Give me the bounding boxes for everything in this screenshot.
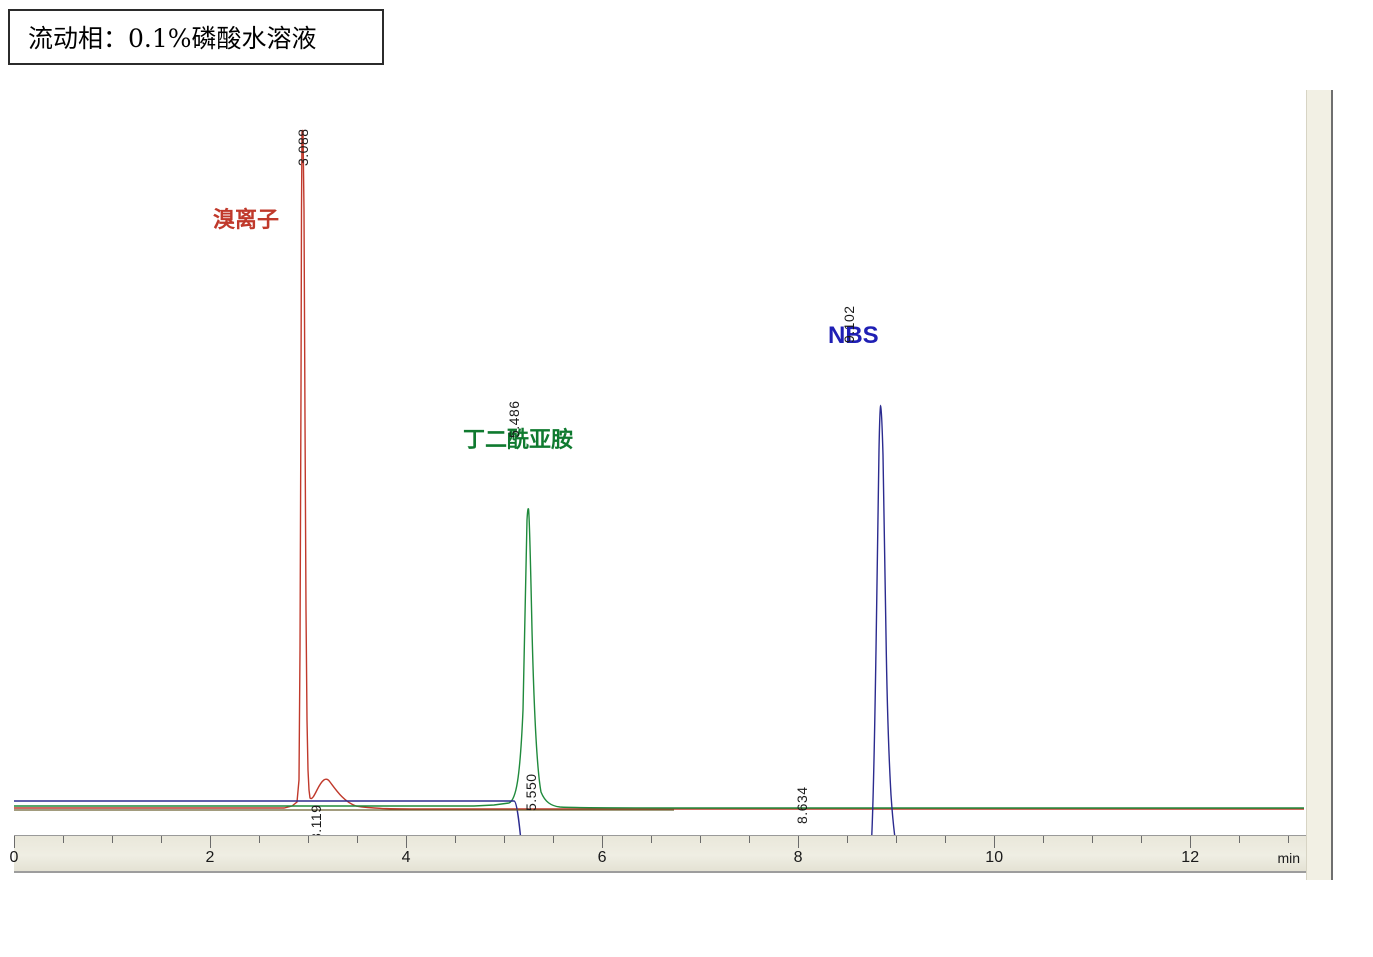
retention-time-minor-blue-b: 8.634 [794, 786, 810, 824]
peak-label-nbs: NBS [828, 322, 879, 349]
chromatogram-traces [14, 129, 1304, 835]
mobile-phase-caption-text: 流动相：0.1%磷酸水溶液 [28, 24, 317, 53]
chromatogram: 溴离子 丁二酰亚胺 NBS 3.088 3.119 5.486 5.550 8.… [0, 90, 1373, 880]
retention-time-succinimide: 5.486 [506, 400, 522, 438]
x-axis-tick-label: 4 [401, 849, 411, 866]
plot-right-strip [1306, 90, 1333, 880]
trace-nbs [14, 404, 896, 835]
peak-label-succinimide: 丁二酰亚胺 [463, 427, 574, 452]
x-axis-major-tick [602, 836, 604, 848]
x-axis-tick-label: 0 [9, 849, 19, 866]
x-axis-minor-tick [1043, 836, 1045, 843]
x-axis-minor-tick [651, 836, 653, 843]
x-axis-tick-label: 8 [793, 849, 803, 866]
trace-succinimide [14, 508, 1304, 809]
retention-time-bromide: 3.088 [295, 128, 311, 166]
x-axis-minor-tick [1288, 836, 1290, 843]
trace-bromide [14, 129, 1304, 810]
x-axis-major-tick [14, 836, 15, 848]
x-axis-minor-tick [1141, 836, 1143, 843]
x-axis-minor-tick [1239, 836, 1241, 843]
x-axis-tick-label: 2 [205, 849, 215, 866]
x-axis-major-tick [1190, 836, 1192, 848]
x-axis-minor-tick [161, 836, 162, 843]
x-axis-minor-tick [455, 836, 457, 843]
x-axis-major-tick [798, 836, 800, 848]
x-axis-minor-tick [308, 836, 309, 843]
x-axis-minor-tick [847, 836, 849, 843]
x-axis-minor-tick [945, 836, 947, 843]
x-axis-minor-tick [749, 836, 751, 843]
x-axis-unit-label: min [1277, 850, 1300, 866]
x-axis-tick-label: 6 [597, 849, 607, 866]
x-axis-minor-tick [357, 836, 359, 843]
x-axis-minor-tick [504, 836, 506, 843]
x-axis-major-tick [406, 836, 408, 848]
x-axis-tick-label: 12 [1181, 849, 1200, 866]
x-axis-minor-tick [63, 836, 64, 843]
plot-right-margin [1332, 90, 1373, 880]
plot-area: 溴离子 丁二酰亚胺 NBS 3.088 3.119 5.486 5.550 8.… [14, 90, 1304, 841]
x-axis-minor-tick [700, 836, 702, 843]
x-axis-major-tick [210, 836, 211, 848]
mobile-phase-caption-box: 流动相：0.1%磷酸水溶液 [8, 9, 384, 65]
peak-label-bromide: 溴离子 [213, 207, 280, 232]
x-axis-major-tick [994, 836, 996, 848]
x-axis-minor-tick [112, 836, 113, 843]
x-axis-minor-tick [1092, 836, 1094, 843]
retention-time-minor-blue-a: 5.550 [523, 773, 539, 811]
retention-time-nbs: 9.102 [841, 305, 857, 343]
x-axis-minor-tick [896, 836, 898, 843]
x-axis: 0 2 4 6 8 10 12 min [10, 835, 1306, 873]
x-axis-minor-tick [259, 836, 260, 843]
x-axis-tick-label: 10 [985, 849, 1004, 866]
x-axis-minor-tick [553, 836, 555, 843]
